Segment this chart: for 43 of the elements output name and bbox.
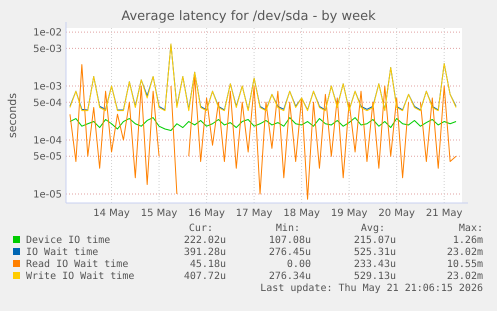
y-tick-label: 5e-05 — [33, 152, 62, 163]
text: 391.28u — [184, 247, 226, 258]
x-tick-label: 17 May — [236, 208, 272, 219]
x-tick-label: 19 May — [330, 208, 368, 219]
y-tick-label: 5e-04 — [33, 98, 62, 109]
text: 23.02m — [446, 271, 483, 282]
text: 529.13u — [354, 271, 396, 282]
text: 233.43u — [354, 259, 396, 270]
y-tick-label: 1e-05 — [33, 189, 62, 200]
text: 1.26m — [452, 235, 483, 246]
text: 276.34u — [268, 271, 311, 282]
text: 10.55m — [446, 259, 483, 270]
text: 407.72u — [184, 271, 226, 282]
text: 45.18u — [190, 259, 226, 270]
text: 222.02u — [184, 235, 226, 246]
text: 525.31u — [354, 247, 396, 258]
text: Last update: Thu May 21 21:06:15 2026 — [260, 283, 483, 294]
legend-label: Read IO Wait time — [26, 259, 128, 270]
x-tick-label: 16 May — [188, 208, 225, 219]
text: 23.02m — [446, 247, 483, 258]
text: 0.00 — [286, 259, 311, 270]
text: Max: — [458, 223, 483, 234]
text: 276.45u — [268, 247, 311, 258]
y-axis-title: seconds — [6, 92, 19, 138]
text: Min: — [276, 223, 300, 234]
y-tick-label: 1e-04 — [33, 136, 62, 146]
y-tick-label: 1e-03 — [33, 82, 62, 93]
chart-title: Average latency for /dev/sda - by week — [121, 9, 376, 24]
text: 107.08u — [268, 235, 311, 246]
x-tick-label: 21 May — [426, 208, 463, 219]
legend-label: IO Wait time — [26, 247, 98, 258]
x-tick-label: 20 May — [378, 208, 416, 219]
x-tick-label: 18 May — [283, 208, 320, 219]
text: Cur: — [188, 223, 213, 234]
y-tick-label: 1e-02 — [33, 28, 62, 39]
x-tick-label: 14 May — [93, 208, 130, 219]
legend-label: Device IO time — [26, 235, 110, 246]
text: 215.07u — [354, 235, 396, 246]
x-tick-label: 15 May — [140, 208, 178, 219]
text: Avg: — [360, 223, 385, 234]
y-tick-label: 5e-03 — [33, 44, 62, 55]
legend-label: Write IO Wait time — [26, 271, 134, 282]
line-series — [69, 117, 457, 131]
